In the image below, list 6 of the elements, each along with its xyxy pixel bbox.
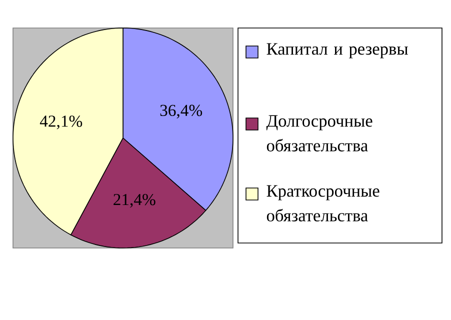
legend-label: Краткосрочные обязательства [266, 185, 380, 222]
data-label: 42,1% [40, 116, 82, 130]
legend-label: Долгосрочные обязательства [266, 115, 372, 152]
data-label: 21,4% [114, 194, 156, 208]
legend-label: Капитал и резервы [266, 43, 408, 58]
data-label: 36,4% [160, 104, 202, 118]
